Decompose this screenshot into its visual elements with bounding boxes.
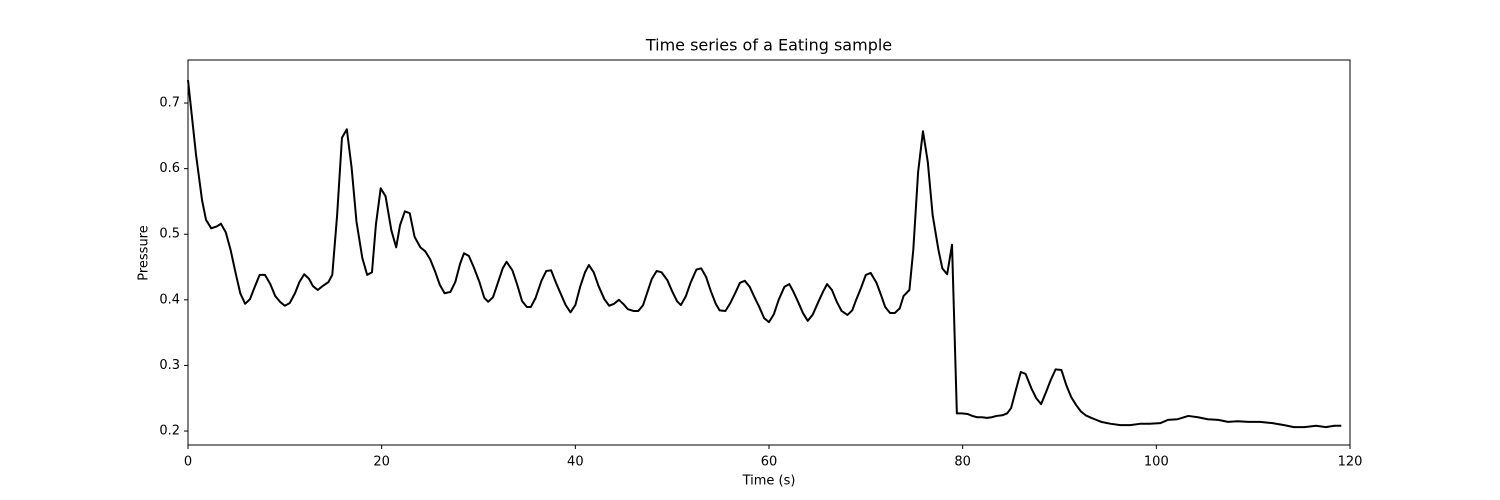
x-tick-label: 60 [761, 455, 778, 470]
y-tick-label: 0.2 [159, 424, 180, 439]
y-tick-label: 0.5 [159, 227, 180, 242]
y-tick-label: 0.3 [159, 358, 180, 373]
y-tick-label: 0.7 [159, 96, 180, 111]
x-tick-label: 40 [567, 455, 584, 470]
y-tick-label: 0.4 [159, 292, 180, 307]
y-axis-label: Pressure [137, 225, 152, 281]
x-tick-label: 120 [1338, 455, 1363, 470]
x-axis-label: Time (s) [742, 474, 796, 489]
chart-title: Time series of a Eating sample [645, 36, 892, 55]
x-tick-label: 0 [184, 455, 192, 470]
x-tick-label: 100 [1144, 455, 1169, 470]
y-tick-label: 0.6 [159, 161, 180, 176]
x-tick-label: 80 [954, 455, 971, 470]
series-line [187, 79, 1342, 429]
x-tick-label: 20 [373, 455, 390, 470]
